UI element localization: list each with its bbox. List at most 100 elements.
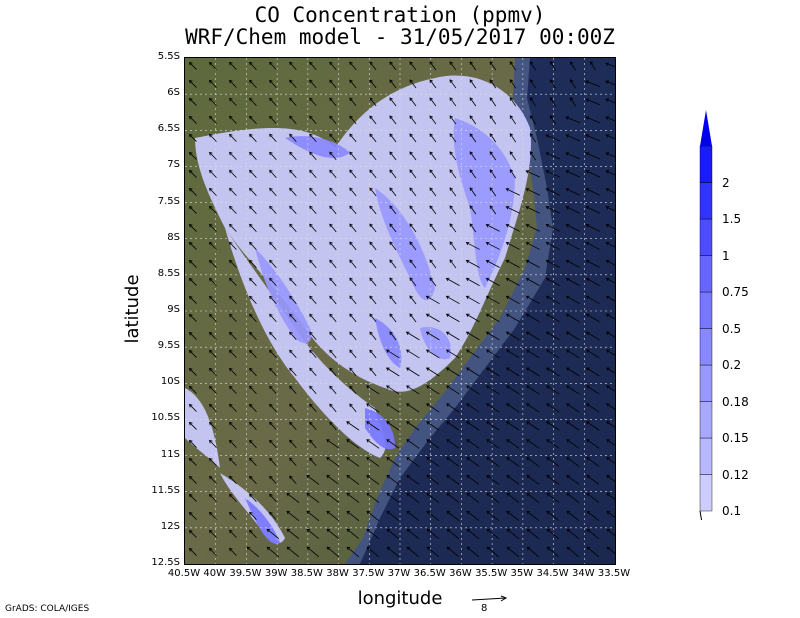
wind-vector <box>249 529 257 538</box>
wind-vector <box>565 331 580 341</box>
wind-vector <box>229 115 237 124</box>
wind-vector <box>188 349 197 358</box>
wind-vector <box>545 170 560 178</box>
co-plume <box>365 408 395 450</box>
wind-vector <box>406 439 420 449</box>
wind-vector <box>406 367 420 377</box>
wind-vector <box>506 439 520 449</box>
wind-vector <box>409 313 417 323</box>
wind-vector <box>309 439 317 449</box>
wind-vector <box>309 385 317 395</box>
wind-vector <box>469 97 477 107</box>
wind-vector <box>289 241 297 251</box>
wind-vector <box>229 205 237 214</box>
wind-vector <box>465 295 480 305</box>
wind-vector <box>485 241 500 250</box>
wind-vector <box>546 421 560 431</box>
wind-vector <box>389 115 397 125</box>
wind-vector <box>489 79 497 89</box>
wind-vector <box>585 206 600 214</box>
wind-vector <box>386 492 400 503</box>
wind-vector <box>585 170 600 178</box>
wind-vector <box>289 331 297 341</box>
wind-vector <box>546 385 560 395</box>
wind-vector <box>349 97 357 107</box>
wind-vector <box>289 367 297 377</box>
wind-vector <box>326 546 340 558</box>
wind-vector <box>329 421 337 431</box>
colorbar-swatch <box>699 437 713 475</box>
latitude-tick-label: 9.5S <box>157 340 180 352</box>
wind-vector <box>188 97 197 106</box>
wind-vector <box>229 277 237 286</box>
longitude-tick-label: 33.5W <box>597 568 631 579</box>
wind-vector <box>369 259 377 269</box>
wind-vector <box>525 331 540 341</box>
wind-vector <box>585 313 600 323</box>
wind-vector <box>466 528 480 540</box>
wind-vector <box>188 133 197 142</box>
wind-vector <box>249 187 257 196</box>
wind-vector <box>449 187 457 197</box>
wind-vector <box>505 313 520 323</box>
wind-vector <box>229 385 237 394</box>
wind-vector <box>489 115 497 125</box>
wind-vector <box>526 475 540 485</box>
wind-vector <box>409 133 417 143</box>
wind-vector <box>586 475 600 485</box>
wind-vector <box>188 403 197 412</box>
wind-vector <box>349 295 357 305</box>
wind-vector <box>565 206 580 214</box>
longitude-tick-label: 38.5W <box>290 568 323 579</box>
co-plume <box>285 136 350 158</box>
wind-vector <box>369 61 377 71</box>
wind-vector <box>349 277 357 287</box>
wind-vector <box>526 546 540 558</box>
wind-vector <box>249 475 257 484</box>
wind-vector <box>349 367 357 377</box>
wind-vector <box>309 457 317 467</box>
wind-vector <box>289 403 297 413</box>
wind-vector <box>406 421 420 431</box>
wind-vector <box>606 385 615 392</box>
colorbar-level-label: 0.5 <box>722 321 742 336</box>
wind-vector <box>426 403 440 413</box>
wind-vector <box>188 79 197 88</box>
wind-vector <box>208 115 217 124</box>
wind-vector <box>249 493 257 502</box>
wind-vector <box>465 331 480 341</box>
wind-vector <box>526 492 540 503</box>
wind-vector <box>506 475 520 485</box>
wind-vector <box>565 134 581 142</box>
wind-vector <box>346 421 360 431</box>
wind-vector <box>229 61 237 70</box>
wind-vector <box>188 493 197 502</box>
wind-vector <box>529 97 537 107</box>
wind-vector <box>309 223 317 233</box>
colorbar-level-label: 0.1 <box>722 504 742 518</box>
wind-vector <box>229 547 237 556</box>
wind-vector <box>269 439 277 448</box>
wind-vector <box>188 421 197 430</box>
wind-vector <box>586 439 600 449</box>
wind-vector <box>389 331 397 341</box>
wind-vector <box>269 331 277 340</box>
latitude-tick-label: 10S <box>160 376 180 388</box>
wind-vector <box>466 492 480 503</box>
wind-vector <box>469 169 477 179</box>
co-plume <box>255 248 312 344</box>
colorbar-level-label: 0.2 <box>722 358 742 372</box>
wind-vector <box>349 241 357 251</box>
wind-vector <box>429 169 437 179</box>
wind-vector <box>545 224 560 232</box>
wind-vector <box>269 295 277 304</box>
colorbar-level-label: 0.75 <box>722 285 749 299</box>
wind-vector <box>369 241 377 251</box>
wind-vector <box>208 259 217 268</box>
wind-vector <box>269 169 277 178</box>
wind-vector <box>208 493 217 502</box>
wind-vector <box>249 349 257 358</box>
wind-vector <box>469 133 477 143</box>
wind-vector <box>586 492 600 503</box>
wind-vector <box>249 151 257 160</box>
